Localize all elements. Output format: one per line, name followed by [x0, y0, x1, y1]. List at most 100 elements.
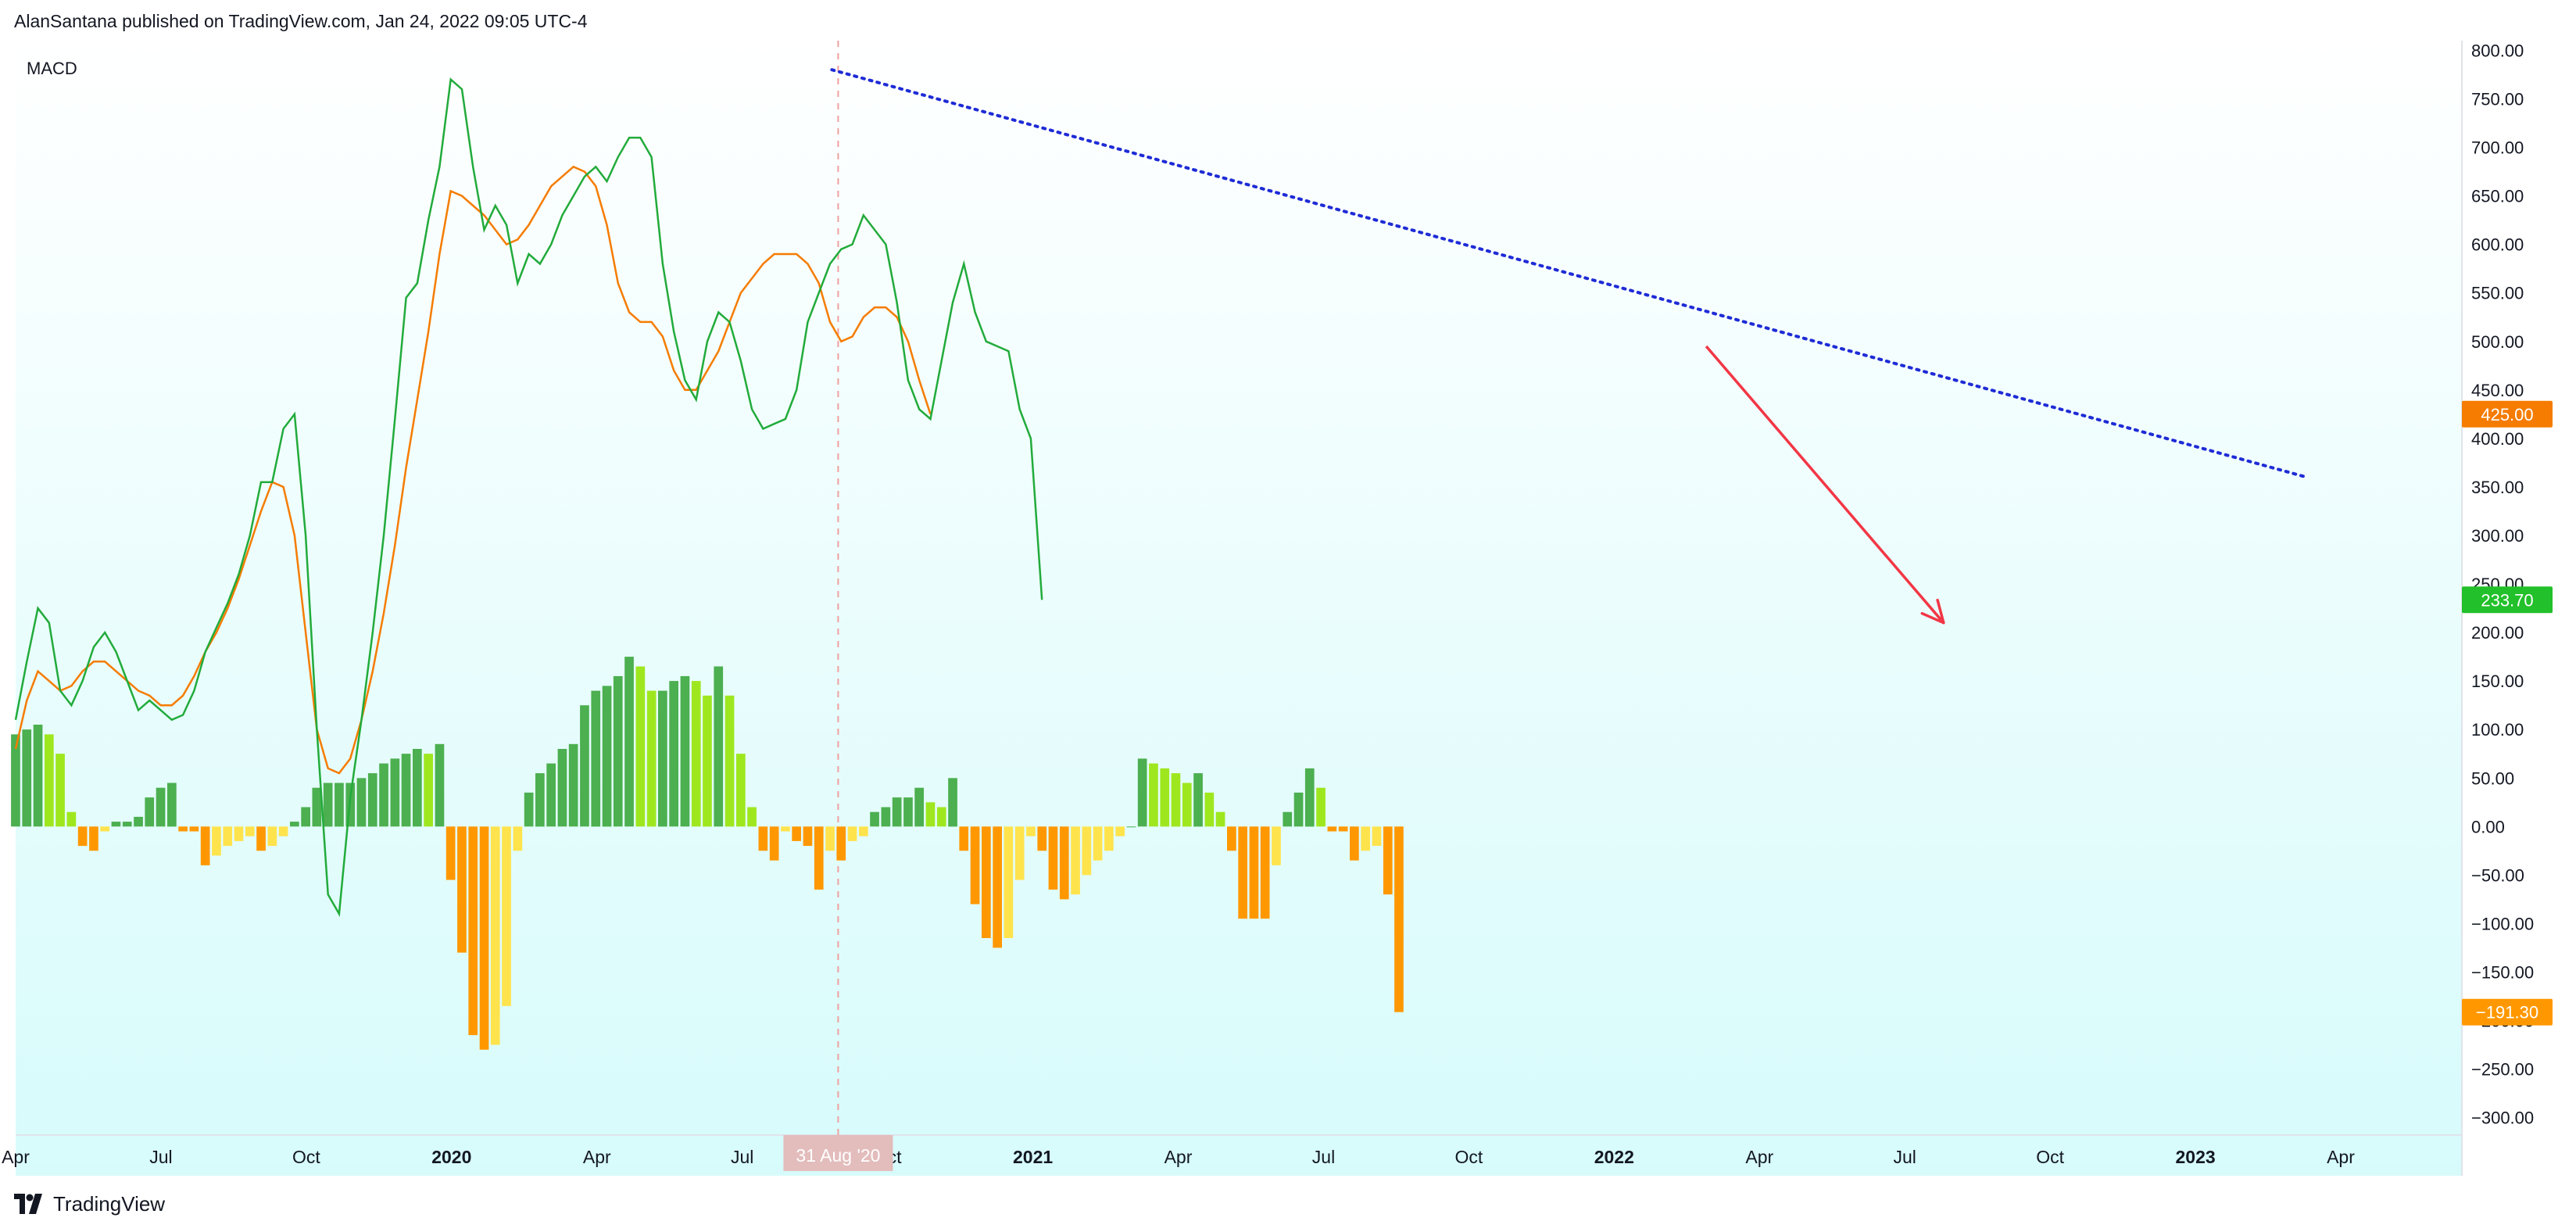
- histogram-bar: [256, 826, 266, 851]
- histogram-bar: [22, 729, 32, 827]
- histogram-bar: [468, 826, 478, 1036]
- histogram-bar: [769, 826, 779, 861]
- histogram-bar: [546, 763, 556, 827]
- y-tick-label: 50.00: [2471, 768, 2514, 788]
- histogram-bar: [836, 826, 846, 861]
- histogram-bar: [747, 807, 757, 827]
- histogram-bar: [1383, 826, 1393, 895]
- histogram-bar: [134, 816, 143, 827]
- histogram-last-value-label-box: [2462, 998, 2553, 1026]
- histogram-bar: [1260, 826, 1270, 919]
- x-tick-label: Jul: [1312, 1147, 1335, 1167]
- signal-last-value-label: 425.00: [2481, 405, 2533, 424]
- histogram-bar: [680, 675, 690, 827]
- chart-plot-area[interactable]: [16, 41, 2462, 1176]
- histogram-bar: [278, 826, 288, 836]
- histogram-bar: [122, 822, 132, 827]
- x-tick-label: Jul: [731, 1147, 753, 1167]
- histogram-bar: [167, 783, 177, 827]
- histogram-bar: [1093, 826, 1103, 861]
- price-axis[interactable]: 800.00 750.00 700.00 650.00 600.00 550.00 500.…: [2471, 41, 2534, 1127]
- histogram-bar: [1171, 773, 1181, 827]
- y-tick-label: 700.00: [2471, 138, 2524, 158]
- histogram-bar: [803, 826, 813, 847]
- histogram-bar: [1014, 826, 1025, 880]
- y-tick-label: 450.00: [2471, 381, 2524, 400]
- histogram-bar: [1372, 826, 1382, 847]
- histogram-bar: [925, 802, 936, 827]
- histogram-bar: [290, 822, 299, 827]
- histogram-bar: [724, 695, 735, 827]
- histogram-bar: [959, 826, 969, 851]
- histogram-bar: [1037, 826, 1047, 851]
- histogram-bar: [1160, 768, 1170, 827]
- y-tick-label: 750.00: [2471, 90, 2524, 109]
- x-tick-label: 2023: [2176, 1147, 2216, 1167]
- histogram-bar: [435, 743, 445, 827]
- x-tick-label: 2020: [431, 1147, 471, 1167]
- histogram-bar: [1104, 826, 1114, 851]
- histogram-bar: [156, 787, 166, 827]
- histogram-bar: [312, 787, 322, 827]
- tradingview-brand: TradingView: [53, 1191, 166, 1216]
- histogram-bar: [591, 690, 601, 827]
- y-tick-label: 0.00: [2471, 817, 2505, 836]
- histogram-bar: [502, 826, 511, 1006]
- histogram-bar: [1048, 826, 1058, 890]
- down-arrow-annotation[interactable]: [1705, 345, 1945, 625]
- histogram-bar: [814, 826, 824, 890]
- histogram-bar: [401, 754, 411, 827]
- histogram-bar: [77, 826, 88, 847]
- histogram-bar: [1327, 826, 1337, 832]
- y-tick-label: 300.00: [2471, 526, 2524, 546]
- histogram-bar: [356, 778, 367, 827]
- histogram-bar: [1394, 826, 1404, 1012]
- histogram-bar: [335, 783, 344, 827]
- x-tick-label: Apr: [2, 1147, 30, 1167]
- y-tick-label: 600.00: [2471, 235, 2524, 255]
- histogram-bar: [1361, 826, 1370, 851]
- histogram-bar: [145, 797, 155, 827]
- macd-last-value-label: 233.70: [2481, 590, 2533, 610]
- y-tick-label: −100.00: [2471, 914, 2534, 933]
- histogram-bar: [1026, 826, 1036, 836]
- publisher-header: AlanSantana published on TradingView.com…: [14, 11, 588, 31]
- histogram-bar: [1182, 783, 1192, 827]
- histogram-bar: [1082, 826, 1092, 876]
- histogram-bar: [781, 826, 790, 832]
- x-tick-label: Apr: [2327, 1147, 2355, 1167]
- y-tick-label: 400.00: [2471, 429, 2524, 449]
- histogram-bar: [658, 690, 667, 827]
- histogram-bar: [1137, 758, 1147, 827]
- last-value-labels: 425.00 233.70 −191.30: [2462, 400, 2553, 1026]
- y-tick-label: 650.00: [2471, 187, 2524, 206]
- histogram-bar: [825, 826, 835, 851]
- histogram-bar: [267, 826, 277, 847]
- y-tick-label: 550.00: [2471, 284, 2524, 303]
- histogram-bar: [1338, 826, 1348, 832]
- histogram-bar: [993, 826, 1002, 948]
- histogram-bar: [714, 666, 724, 827]
- histogram-bar: [936, 807, 946, 827]
- dotted-trendline[interactable]: [830, 68, 2309, 479]
- histogram-bar: [413, 749, 422, 827]
- histogram-bar: [1149, 763, 1158, 827]
- histogram-bar: [635, 666, 646, 827]
- histogram-bar: [457, 826, 467, 953]
- histogram-bar: [189, 826, 199, 832]
- x-tick-label: Oct: [292, 1147, 320, 1167]
- arrow-shaft: [1705, 345, 1945, 624]
- crosshair-label-box: [783, 1135, 893, 1171]
- histogram-bar: [33, 725, 43, 827]
- signal-last-value-label-box: [2462, 400, 2553, 428]
- time-axis[interactable]: Apr Jul Oct 2020 Apr Jul Oct 2021 Apr Jul Oct 2022 A…: [2, 1147, 2355, 1167]
- histogram-bar: [1304, 768, 1315, 827]
- histogram-bar: [490, 826, 500, 1045]
- histogram-bar: [89, 826, 98, 851]
- y-tick-label: 350.00: [2471, 478, 2524, 497]
- arrow-head: [1920, 611, 1945, 625]
- histogram-bar: [669, 681, 678, 827]
- histogram-bar: [323, 783, 333, 827]
- histogram-bar: [66, 811, 77, 827]
- y-tick-label: 800.00: [2471, 41, 2524, 60]
